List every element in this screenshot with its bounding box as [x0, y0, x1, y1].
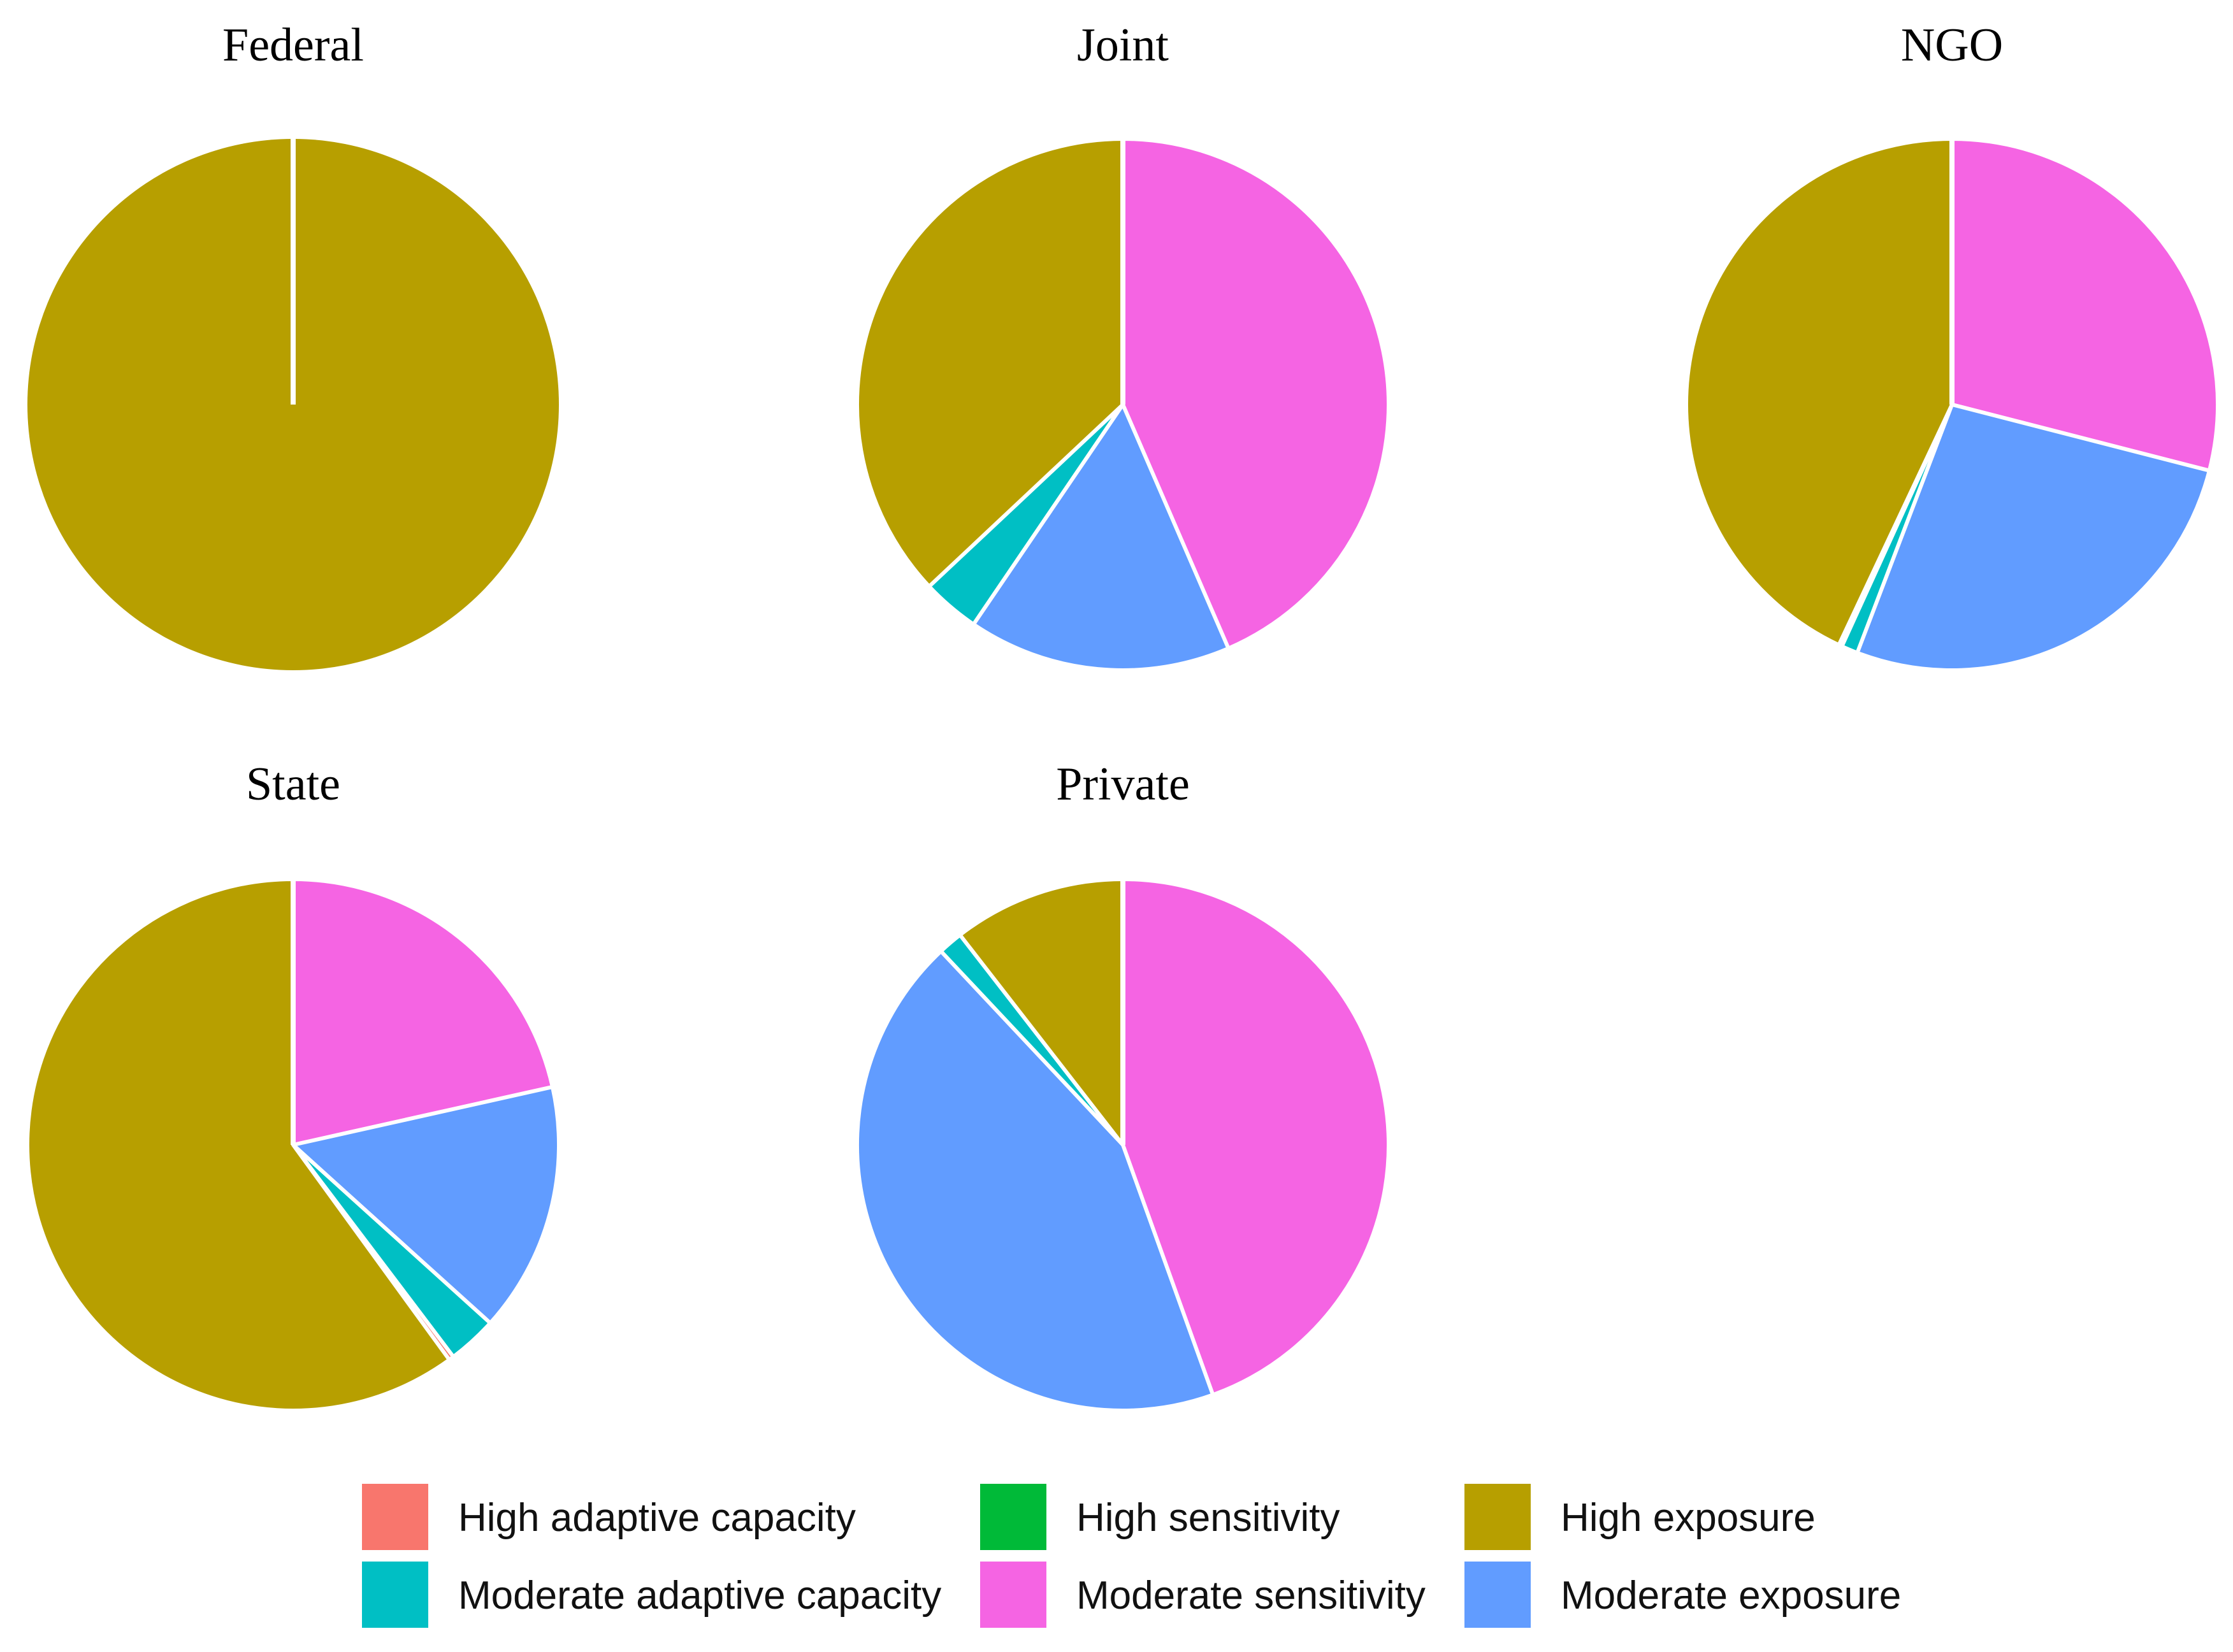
legend-item-high-adaptive-capacity: High adaptive capacity — [362, 1484, 856, 1550]
facet-title-state: State — [246, 758, 340, 810]
slice-private-high-exposure — [958, 877, 1125, 1147]
pie-private: Private — [855, 758, 1391, 1412]
legend-label-moderate-adaptive-capacity: Moderate adaptive capacity — [458, 1574, 941, 1618]
legend-label-moderate-sensitivity: Moderate sensitivity — [1076, 1574, 1426, 1618]
slice-joint-moderate-sensitivity — [1121, 137, 1391, 650]
legend: High adaptive capacity High sensitivity Hi… — [362, 1484, 1901, 1628]
legend-item-moderate-adaptive-capacity: Moderate adaptive capacity — [362, 1562, 941, 1628]
legend-label-high-adaptive-capacity: High adaptive capacity — [458, 1496, 856, 1540]
slice-ngo-high-exposure — [1684, 137, 1954, 647]
legend-item-high-exposure: High exposure — [1464, 1484, 1816, 1550]
legend-swatch-moderate-adaptive-capacity — [362, 1562, 428, 1628]
legend-label-high-exposure: High exposure — [1561, 1496, 1816, 1540]
legend-swatch-high-adaptive-capacity — [362, 1484, 428, 1550]
facet-title-federal: Federal — [222, 19, 364, 71]
slice-state-moderate-sensitivity — [291, 877, 554, 1147]
slice-state-high-exposure — [25, 877, 452, 1412]
slice-private-moderate-exposure — [855, 949, 1215, 1412]
slice-joint-moderate-exposure — [971, 403, 1231, 672]
slice-state-moderate-exposure — [291, 1085, 561, 1325]
legend-swatch-moderate-sensitivity — [980, 1562, 1046, 1628]
facet-title-ngo: NGO — [1901, 19, 2003, 71]
legend-label-moderate-exposure: Moderate exposure — [1561, 1574, 1901, 1618]
slice-joint-high-exposure — [855, 137, 1125, 589]
legend-item-moderate-exposure: Moderate exposure — [1464, 1562, 1901, 1628]
slice-ngo-moderate-sensitivity — [1950, 137, 2220, 473]
legend-swatch-moderate-exposure — [1464, 1562, 1531, 1628]
facet-title-joint: Joint — [1077, 19, 1169, 71]
facet-title-private: Private — [1056, 758, 1190, 810]
pie-federal: Federal — [27, 19, 559, 670]
legend-label-high-sensitivity: High sensitivity — [1076, 1496, 1340, 1540]
slice-private-moderate-sensitivity — [1121, 877, 1391, 1397]
legend-item-moderate-sensitivity: Moderate sensitivity — [980, 1562, 1426, 1628]
pie-ngo: NGO — [1684, 19, 2220, 672]
pie-joint: Joint — [855, 19, 1391, 672]
facets-layer: Federal Joint NGO State Private — [25, 19, 2220, 1412]
legend-swatch-high-sensitivity — [980, 1484, 1046, 1550]
legend-item-high-sensitivity: High sensitivity — [980, 1484, 1340, 1550]
pie-state: State — [25, 758, 561, 1412]
legend-swatch-high-exposure — [1464, 1484, 1531, 1550]
slice-ngo-moderate-exposure — [1855, 403, 2211, 672]
